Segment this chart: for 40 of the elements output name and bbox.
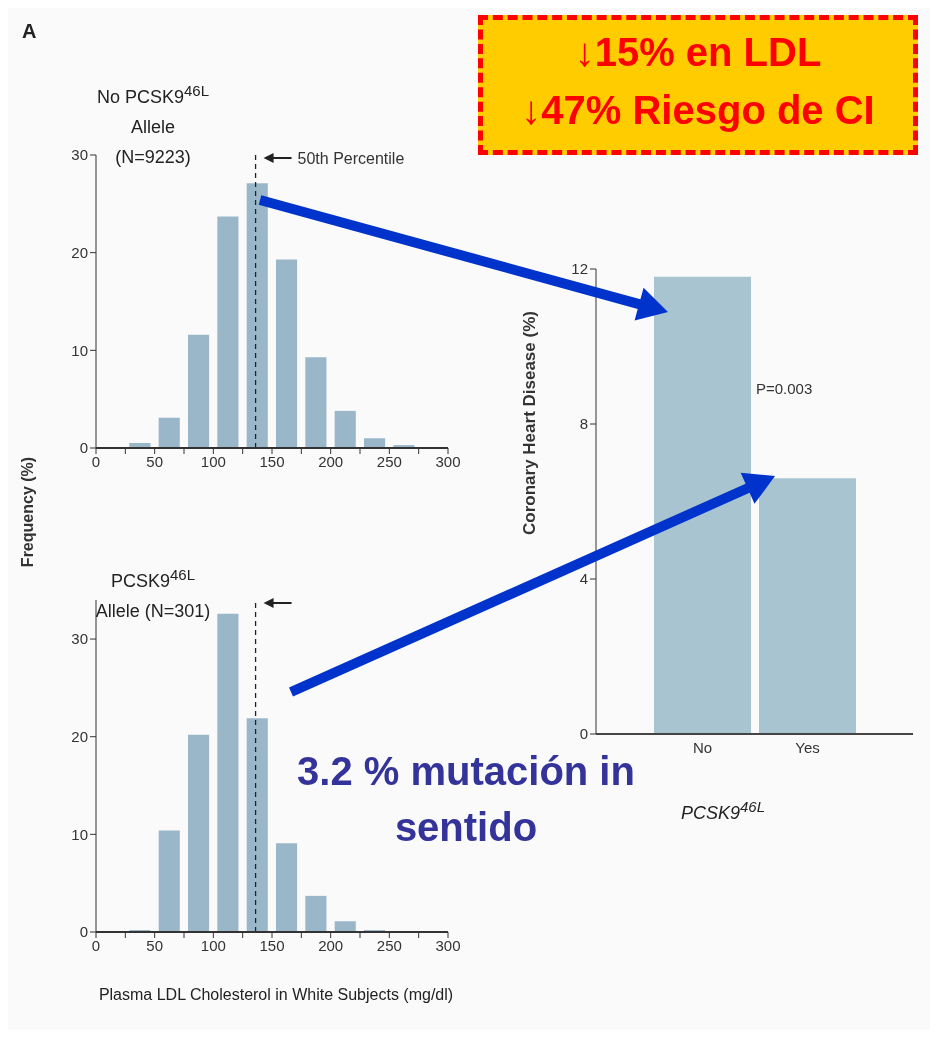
x-tick-label: 250 xyxy=(376,452,402,470)
x-tick-label: 100 xyxy=(200,936,226,954)
x-tick-label: 200 xyxy=(318,452,344,470)
x-tick-label: 50 xyxy=(146,452,164,470)
x-tick-label: 100 xyxy=(200,452,226,470)
y-tick-label: 10 xyxy=(71,825,88,843)
ref-line-label: 50th Percentile xyxy=(297,150,405,167)
y-tick-label: 20 xyxy=(71,243,88,261)
y-axis-title: Coronary Heart Disease (%) xyxy=(520,310,540,537)
x-tick-label: No xyxy=(692,738,713,756)
x-tick-label: 0 xyxy=(91,452,101,470)
y-tick-label: 4 xyxy=(579,570,588,588)
annotation: P=0.003 xyxy=(756,380,813,397)
x-tick-label: 150 xyxy=(259,936,285,954)
text: ↓47% Riesgo de CI xyxy=(520,87,876,134)
x-tick-label: Yes xyxy=(795,738,820,756)
x-axis-title: Plasma LDL Cholesterol in White Subjects (mg/dl) xyxy=(97,986,455,1004)
y-axis-title: Frequency (%) xyxy=(19,455,37,570)
x-tick-label: 300 xyxy=(435,936,461,954)
x-tick-label: 0 xyxy=(91,936,101,954)
x-tick-label: 50 xyxy=(146,936,164,954)
y-tick-label: 0 xyxy=(79,439,88,457)
y-tick-label: 8 xyxy=(579,415,588,433)
text: A xyxy=(22,20,37,43)
chart-title: No PCSK9$^{46L}$ Allele (N=9223) xyxy=(96,82,210,167)
y-tick-label: 10 xyxy=(71,341,88,359)
y-tick-label: 30 xyxy=(71,146,88,164)
x-axis-title: PCSK9$^{46L}$ xyxy=(679,798,767,824)
x-tick-label: 200 xyxy=(318,936,344,954)
x-tick-label: 150 xyxy=(259,452,285,470)
y-tick-label: 12 xyxy=(571,260,588,278)
x-tick-label: 250 xyxy=(376,936,402,954)
chart-title: PCSK9$^{46L}$ Allele (N=301) xyxy=(95,566,211,621)
y-tick-label: 20 xyxy=(71,728,88,746)
annotation: 3.2 % mutación in sentido xyxy=(296,748,636,851)
y-tick-label: 0 xyxy=(79,923,88,941)
y-tick-label: 30 xyxy=(71,630,88,648)
x-tick-label: 300 xyxy=(435,452,461,470)
text: ↓15% en LDL xyxy=(573,29,823,76)
y-tick-label: 0 xyxy=(579,725,588,743)
